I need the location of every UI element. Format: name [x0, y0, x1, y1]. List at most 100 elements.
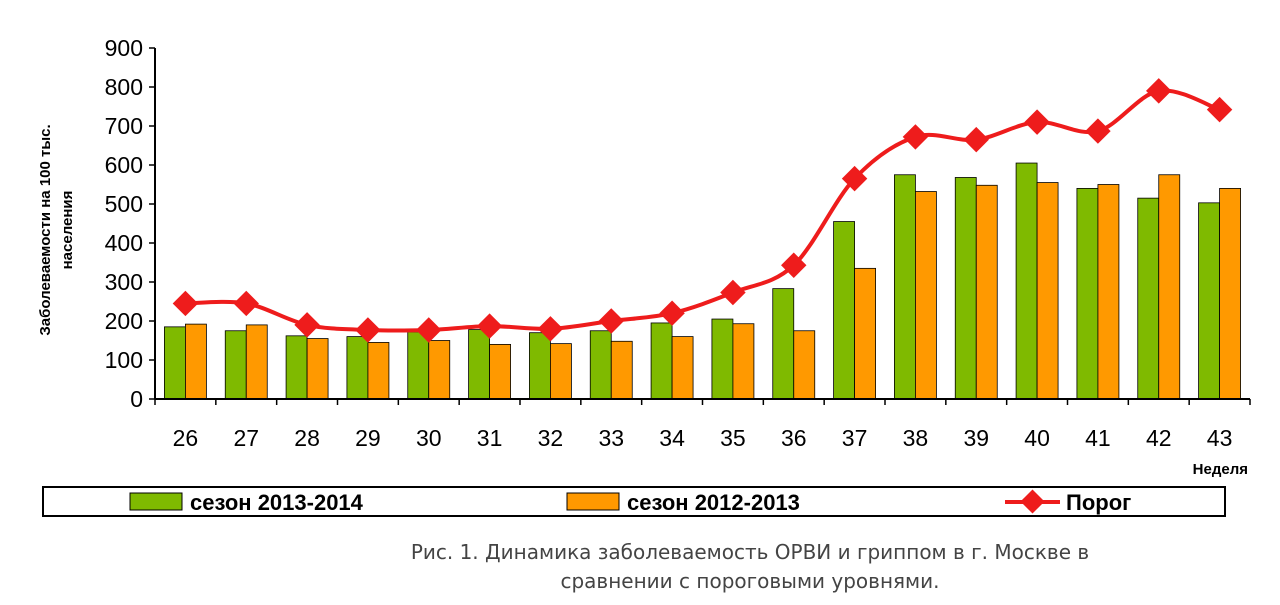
threshold-marker [1024, 109, 1050, 135]
figure-caption: Рис. 1. Динамика заболеваемость ОРВИ и г… [300, 538, 1200, 596]
bar-season-2012-2013 [975, 184, 998, 400]
bar-season-2013-2014 [894, 174, 916, 400]
x-tick-label: 28 [294, 425, 320, 451]
x-tick-label: 40 [1024, 425, 1050, 451]
bar-season-2013-2014 [772, 288, 795, 400]
bar-season-2013-2014 [529, 332, 551, 400]
bar-season-2012-2013 [245, 324, 268, 400]
threshold-marker [841, 165, 868, 192]
x-tick-label: 36 [781, 425, 807, 451]
x-tick-label: 31 [477, 425, 503, 451]
threshold-marker [720, 279, 746, 306]
bar-season-2013-2014 [711, 318, 734, 400]
bar-season-2012-2013 [1036, 182, 1059, 400]
threshold-marker [659, 300, 685, 326]
x-tick-label: 43 [1207, 425, 1233, 451]
threshold-marker [963, 126, 989, 153]
threshold-marker [598, 308, 624, 334]
y-tick-label: 200 [105, 308, 143, 334]
threshold-line [172, 78, 1233, 343]
bar-season-2012-2013 [1158, 174, 1181, 400]
y-axis-title-line-2: населения [59, 191, 76, 270]
bar-season-2013-2014 [650, 322, 673, 400]
x-tick-label: 34 [659, 425, 685, 451]
bar-season-2013-2014 [954, 177, 977, 400]
bars [164, 162, 1241, 400]
legend: сезон 2013-2014 сезон 2012-2013 Порог [42, 486, 1226, 517]
bar-season-2012-2013 [367, 342, 390, 400]
y-axis-title: Заболеваемости на 100 тыс. населения [37, 124, 76, 335]
y-axis: 0 100 200 300 400 500 600 700 800 900 [105, 35, 155, 412]
threshold-marker [355, 317, 381, 343]
bar-season-2013-2014 [1076, 187, 1099, 400]
x-tick-label: 33 [598, 425, 624, 451]
legend-swatch-season-2012-2013 [566, 492, 620, 511]
x-tick-label: 41 [1085, 425, 1111, 451]
x-tick-label: 38 [903, 425, 929, 451]
bar-season-2013-2014 [589, 330, 612, 400]
bar-season-2012-2013 [671, 336, 694, 400]
chart: Заболеваемости на 100 тыс. населения 0 10… [37, 35, 1251, 517]
bar-season-2013-2014 [346, 336, 369, 400]
bar-season-2012-2013 [1219, 187, 1241, 400]
y-tick-label: 400 [105, 230, 143, 256]
bar-season-2012-2013 [428, 340, 451, 400]
bar-season-2012-2013 [489, 343, 511, 400]
bar-season-2012-2013 [915, 191, 937, 400]
x-tick-label: 32 [538, 425, 564, 451]
threshold-marker [416, 317, 442, 343]
caption-line-1: Рис. 1. Динамика заболеваемость ОРВИ и г… [410, 540, 1090, 564]
bar-season-2013-2014 [833, 221, 855, 400]
y-tick-label: 600 [105, 152, 143, 178]
bar-season-2012-2013 [732, 323, 755, 400]
legend-marker-threshold [1020, 489, 1045, 514]
y-tick-label: 100 [105, 347, 143, 373]
bar-season-2012-2013 [610, 340, 633, 400]
bar-season-2012-2013 [1097, 184, 1120, 400]
y-tick-label: 500 [105, 191, 143, 217]
bar-season-2013-2014 [1015, 162, 1038, 400]
legend-label-season-2013-2014: сезон 2013-2014 [190, 490, 364, 515]
threshold-marker [1146, 78, 1172, 104]
y-tick-label: 900 [105, 35, 143, 61]
y-axis-title-line-1: Заболеваемости на 100 тыс. [37, 124, 54, 335]
y-tick-label: 300 [105, 269, 143, 295]
x-tick-label: 30 [416, 425, 442, 451]
bar-season-2012-2013 [306, 338, 329, 400]
x-tick-label: 27 [233, 425, 259, 451]
bar-season-2013-2014 [285, 335, 308, 400]
bar-season-2012-2013 [550, 343, 572, 400]
threshold-marker [172, 290, 199, 317]
threshold-series-line [185, 88, 1221, 333]
threshold-marker [1085, 118, 1111, 144]
bar-season-2012-2013 [793, 330, 816, 400]
x-tick-label: 42 [1146, 425, 1172, 451]
x-tick-label: 37 [842, 425, 868, 451]
caption-line-2: сравнении с пороговыми уровнями. [560, 569, 940, 593]
y-tick-label: 700 [105, 113, 143, 139]
legend-swatch-season-2013-2014 [129, 492, 183, 511]
threshold-marker [294, 312, 320, 338]
legend-label-threshold: Порог [1066, 490, 1131, 515]
bar-season-2013-2014 [1198, 202, 1220, 400]
bar-season-2012-2013 [185, 323, 207, 400]
bar-season-2012-2013 [854, 267, 876, 400]
threshold-marker [233, 290, 259, 317]
x-tick-label: 35 [720, 425, 746, 451]
bar-season-2013-2014 [224, 330, 247, 400]
x-tick-label: 29 [355, 425, 381, 451]
y-tick-label: 800 [105, 74, 143, 100]
x-tick-label: 39 [963, 425, 989, 451]
threshold-marker [476, 313, 503, 339]
legend-label-season-2012-2013: сезон 2012-2013 [627, 490, 800, 515]
bar-season-2013-2014 [468, 329, 490, 400]
threshold-marker [537, 316, 564, 342]
threshold-marker [902, 124, 929, 150]
bar-season-2013-2014 [407, 331, 430, 400]
y-tick-label: 0 [130, 386, 143, 412]
x-tick-label: 26 [173, 425, 199, 451]
bar-season-2013-2014 [164, 326, 186, 400]
bar-season-2013-2014 [1137, 197, 1160, 400]
x-axis-title: Неделя [1193, 461, 1248, 478]
x-axis: 26 27 28 29 30 31 32 33 34 35 36 37 38 39 40 41 42 43 [154, 399, 1251, 451]
